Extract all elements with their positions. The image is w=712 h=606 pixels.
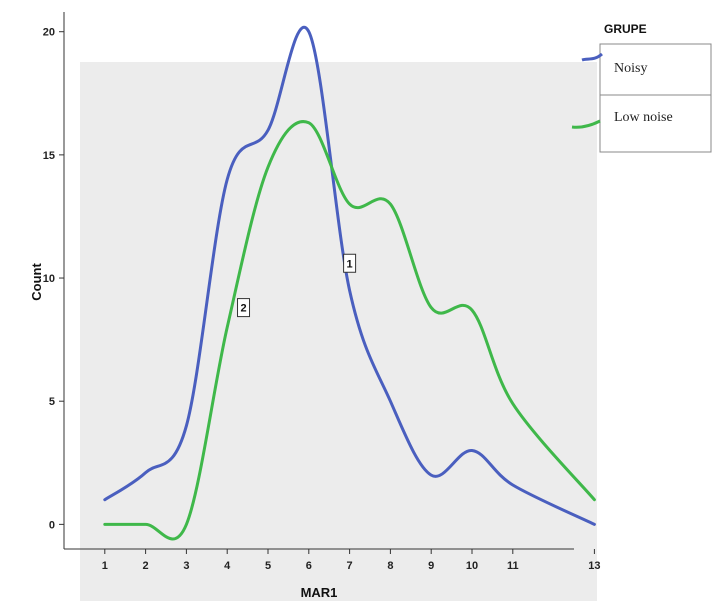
curve-labels: 12: [237, 253, 357, 318]
x-tick-label-6: 6: [306, 560, 312, 572]
legend-label-low-noise: Low noise: [614, 110, 673, 125]
y-tick-label-0: 0: [49, 519, 55, 531]
x-tick-label-8: 8: [387, 560, 393, 572]
legend-label-noisy: Noisy: [614, 61, 647, 76]
plot-background: [80, 62, 597, 601]
curve-label-text-2: 2: [240, 303, 246, 315]
legend-title: GRUPE: [604, 22, 647, 36]
curve-label-box-1: [343, 253, 357, 273]
x-tick-label-13: 13: [588, 560, 600, 572]
y-tick-label-5: 5: [49, 396, 55, 408]
x-tick-label-10: 10: [466, 560, 478, 572]
x-tick-label-9: 9: [428, 560, 434, 572]
y-tick-label-10: 10: [43, 273, 55, 285]
y-axis-title: Count: [29, 263, 44, 301]
curve-label-1: 1: [343, 253, 357, 273]
x-tick-label-1: 1: [102, 560, 108, 572]
x-tick-label-3: 3: [183, 560, 189, 572]
x-tick-label-2: 2: [143, 560, 149, 572]
x-tick-label-11: 11: [507, 560, 519, 572]
y-tick-label-20: 20: [43, 27, 55, 39]
series-line-low-noise: [103, 120, 596, 541]
curve-label-text-1: 1: [347, 258, 353, 270]
legend: GRUPE Noisy Low noise: [571, 22, 712, 153]
x-tick-label-5: 5: [265, 560, 271, 572]
legend-swatch-low-noise: [571, 119, 601, 129]
series-layer: [103, 26, 596, 541]
legend-box: [599, 43, 712, 153]
series-line-noisy: [103, 26, 596, 526]
y-tick-label-15: 15: [43, 150, 55, 162]
x-tick-label-4: 4: [224, 560, 231, 572]
curve-label-box-2: [237, 298, 251, 318]
legend-swatch-noisy: [581, 52, 603, 62]
x-tick-label-7: 7: [347, 560, 353, 572]
x-axis-title: MAR1: [301, 585, 338, 600]
curve-label-2: 2: [237, 298, 251, 318]
